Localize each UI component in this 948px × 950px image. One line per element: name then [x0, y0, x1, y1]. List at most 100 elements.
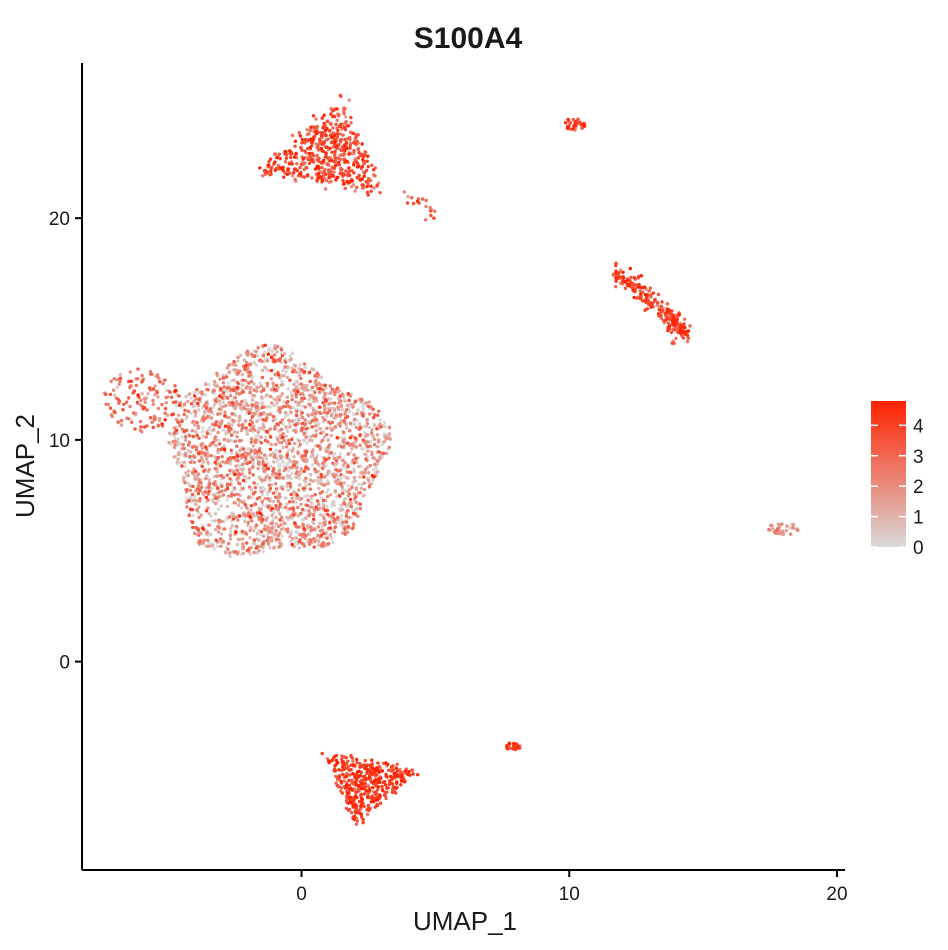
data-point [372, 442, 377, 447]
data-point [289, 492, 293, 497]
data-point [347, 796, 352, 800]
data-point [241, 487, 245, 491]
data-point [333, 517, 337, 522]
data-point [247, 411, 251, 415]
data-point [203, 490, 208, 494]
data-point [686, 329, 691, 333]
data-point [195, 387, 199, 392]
data-point [339, 404, 344, 408]
data-point [621, 275, 625, 279]
data-point [241, 545, 246, 549]
data-point [311, 479, 315, 483]
data-point [255, 532, 260, 536]
data-point [180, 435, 184, 439]
data-point [304, 466, 308, 470]
data-point [315, 178, 319, 182]
data-point [271, 418, 275, 423]
data-point [268, 157, 273, 161]
chart-title: S100A4 [414, 22, 523, 55]
data-point [280, 487, 285, 491]
data-point [258, 166, 262, 170]
data-point [288, 500, 292, 504]
data-point [199, 513, 203, 517]
data-point [294, 430, 298, 434]
data-point [351, 458, 355, 462]
data-point [343, 137, 347, 142]
data-point [236, 359, 240, 363]
data-point [216, 430, 220, 435]
data-point [333, 390, 337, 394]
data-point [325, 119, 329, 124]
data-point [309, 528, 313, 533]
data-point [356, 156, 360, 160]
data-point [227, 421, 231, 426]
data-point [288, 484, 293, 489]
data-point [329, 122, 333, 126]
data-point [367, 404, 371, 409]
data-point [360, 397, 364, 402]
data-point [262, 453, 267, 457]
data-point [366, 154, 370, 158]
data-point [261, 353, 266, 357]
data-point [365, 422, 370, 426]
data-point [334, 122, 338, 127]
data-point [340, 127, 344, 131]
data-point [632, 276, 637, 280]
data-point [266, 541, 271, 545]
data-point [365, 812, 370, 816]
data-point [222, 447, 227, 452]
data-point [331, 540, 335, 545]
data-point [278, 407, 282, 411]
data-point [173, 388, 178, 393]
data-point [255, 405, 260, 409]
data-point [364, 401, 369, 405]
data-point [260, 490, 264, 494]
data-point [277, 440, 281, 444]
data-point [339, 482, 343, 486]
data-point [332, 159, 336, 164]
data-point [272, 387, 277, 392]
data-point [288, 507, 292, 511]
data-point [340, 754, 344, 758]
data-point [286, 387, 290, 391]
data-point [193, 414, 197, 418]
data-point [261, 541, 265, 546]
data-point [195, 433, 199, 437]
data-point [288, 378, 292, 382]
data-point [187, 392, 192, 396]
data-point [187, 499, 191, 503]
data-point [342, 430, 346, 435]
data-point [372, 173, 376, 177]
data-point [323, 128, 328, 133]
data-point [184, 496, 189, 500]
data-point [580, 126, 584, 130]
data-point [370, 473, 375, 478]
data-point [637, 274, 641, 279]
data-point [372, 437, 377, 441]
data-point [216, 530, 221, 534]
data-point [314, 418, 318, 422]
data-point [236, 371, 241, 375]
data-point [299, 162, 304, 167]
data-point [293, 144, 297, 148]
data-point [363, 171, 367, 175]
data-point [252, 481, 256, 485]
data-point [275, 422, 279, 426]
data-point [614, 261, 618, 265]
data-point [344, 141, 349, 145]
data-point [311, 160, 316, 164]
data-point [321, 401, 325, 405]
data-point [229, 530, 233, 534]
data-point [416, 773, 420, 777]
data-point [308, 154, 312, 159]
data-point [336, 444, 340, 448]
data-point [326, 168, 331, 172]
data-point [357, 164, 361, 168]
data-point [359, 807, 363, 811]
data-point [367, 400, 371, 404]
data-point [219, 532, 224, 536]
data-point [292, 388, 297, 392]
data-point [665, 302, 669, 306]
data-point [208, 407, 213, 412]
